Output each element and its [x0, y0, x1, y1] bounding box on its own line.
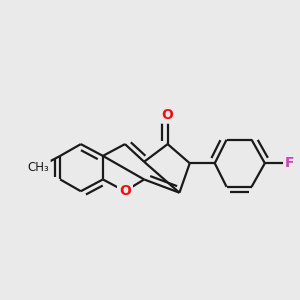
Text: O: O	[119, 184, 131, 198]
Text: CH₃: CH₃	[27, 161, 49, 174]
Text: F: F	[285, 156, 295, 170]
Text: O: O	[162, 108, 174, 122]
